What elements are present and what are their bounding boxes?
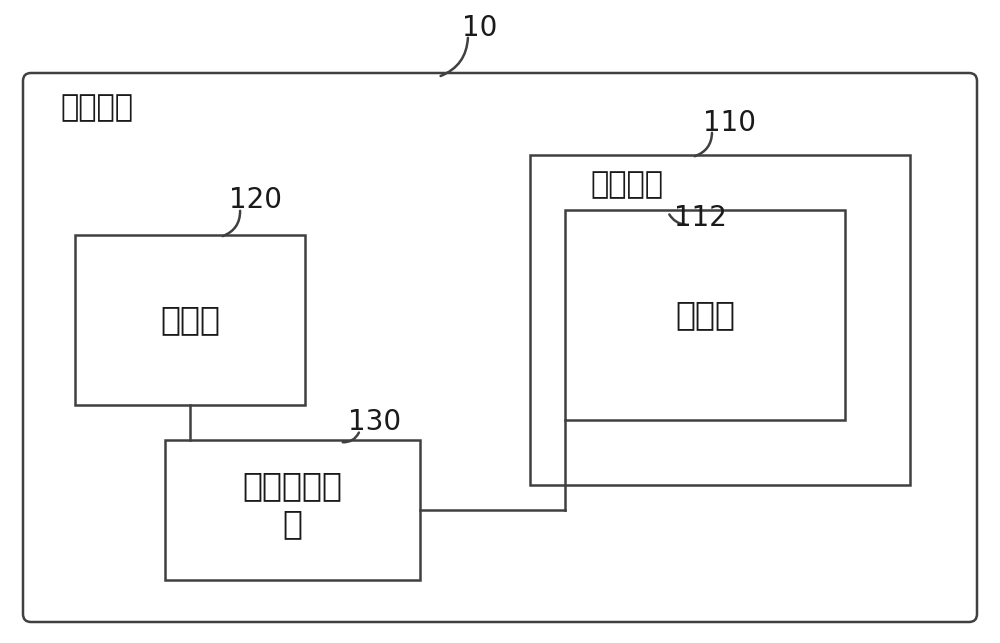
Bar	[165, 440, 420, 580]
Text: 120: 120	[228, 186, 282, 214]
Text: 10: 10	[462, 14, 498, 42]
FancyBboxPatch shape	[23, 73, 977, 622]
Text: 控制器: 控制器	[160, 303, 220, 336]
Text: 130: 130	[348, 408, 402, 436]
Text: 按摩设备: 按摩设备	[60, 93, 133, 123]
Bar	[75, 235, 305, 405]
Bar	[565, 210, 845, 420]
Text: 电极片: 电极片	[675, 298, 735, 332]
Bar	[530, 155, 910, 485]
Text: 脉冲输出电
路: 脉冲输出电 路	[242, 469, 342, 541]
Text: 110: 110	[704, 109, 757, 137]
Text: 112: 112	[674, 204, 726, 232]
Text: 按摩组件: 按摩组件	[590, 170, 663, 199]
